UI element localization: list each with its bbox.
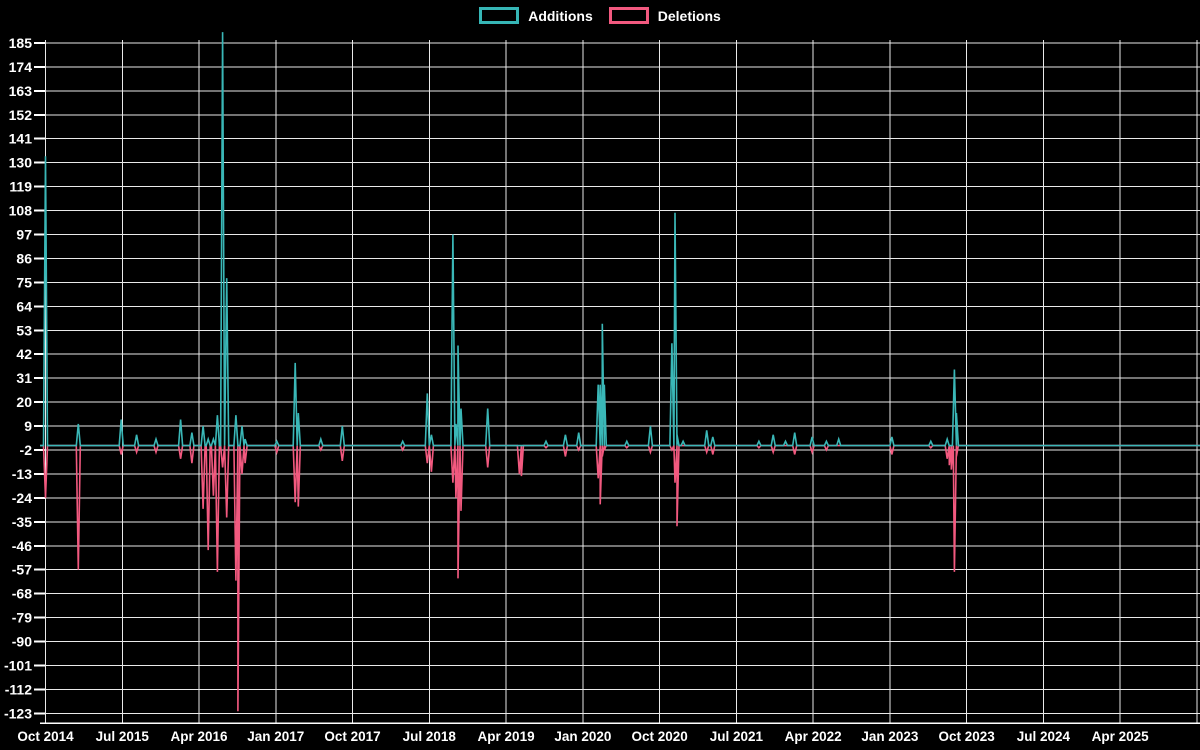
y-tick-label: -35 <box>12 514 32 530</box>
legend-label-additions: Additions <box>528 7 593 24</box>
x-tick-label: Oct 2020 <box>631 729 687 744</box>
x-tick-label: Jan 2020 <box>554 729 611 744</box>
y-tick-label: -101 <box>4 657 32 673</box>
additions-swatch <box>479 7 520 24</box>
x-tick-label: Apr 2022 <box>785 729 842 744</box>
legend-item-deletions[interactable]: Deletions <box>608 7 721 24</box>
chart-legend: Additions Deletions <box>0 7 1200 24</box>
legend-item-additions[interactable]: Additions <box>479 7 593 24</box>
y-tick-label: -57 <box>12 562 32 578</box>
y-tick-label: 97 <box>16 227 32 243</box>
y-tick-label: 31 <box>16 370 32 386</box>
y-tick-label: 174 <box>9 59 33 75</box>
y-tick-label: -13 <box>12 466 32 482</box>
additions-line <box>40 32 1200 447</box>
y-tick-label: -46 <box>12 538 32 554</box>
y-tick-label: 185 <box>9 35 33 51</box>
y-tick-label: 119 <box>9 179 32 195</box>
y-tick-label: -79 <box>12 610 32 626</box>
y-tick-label: -68 <box>12 586 32 602</box>
y-tick-label: -2 <box>20 442 33 458</box>
x-tick-label: Jul 2021 <box>710 729 764 744</box>
y-tick-label: 130 <box>9 155 33 171</box>
y-tick-label: 64 <box>16 298 32 314</box>
y-tick-label: -112 <box>5 681 32 697</box>
x-tick-label: Oct 2014 <box>17 729 74 744</box>
y-tick-label: 108 <box>9 203 33 219</box>
y-tick-label: 152 <box>9 107 33 123</box>
y-tick-label: 163 <box>9 83 33 99</box>
y-tick-label: 9 <box>24 418 32 434</box>
legend-label-deletions: Deletions <box>657 7 721 24</box>
deletions-line <box>40 444 1200 712</box>
y-tick-label: 53 <box>16 322 32 338</box>
x-tick-label: Jan 2023 <box>861 729 919 744</box>
x-tick-label: Jan 2017 <box>247 729 304 744</box>
deletions-swatch <box>608 7 649 24</box>
y-tick-label: 141 <box>9 131 33 147</box>
x-tick-label: Jul 2015 <box>96 729 150 744</box>
x-tick-label: Apr 2025 <box>1092 729 1150 744</box>
y-tick-label: -24 <box>12 490 32 506</box>
y-tick-label: 42 <box>16 346 32 362</box>
x-tick-label: Oct 2023 <box>939 729 996 744</box>
y-tick-label: 75 <box>16 274 32 290</box>
y-tick-label: 86 <box>16 250 32 266</box>
x-tick-label: Oct 2017 <box>324 729 380 744</box>
y-tick-label: 20 <box>16 394 32 410</box>
x-tick-label: Apr 2016 <box>171 729 229 744</box>
x-tick-label: Apr 2019 <box>478 729 535 744</box>
x-tick-label: Jul 2018 <box>403 729 457 744</box>
y-tick-label: -123 <box>4 705 32 721</box>
x-tick-label: Jul 2024 <box>1017 729 1071 744</box>
y-tick-label: -90 <box>12 634 32 650</box>
